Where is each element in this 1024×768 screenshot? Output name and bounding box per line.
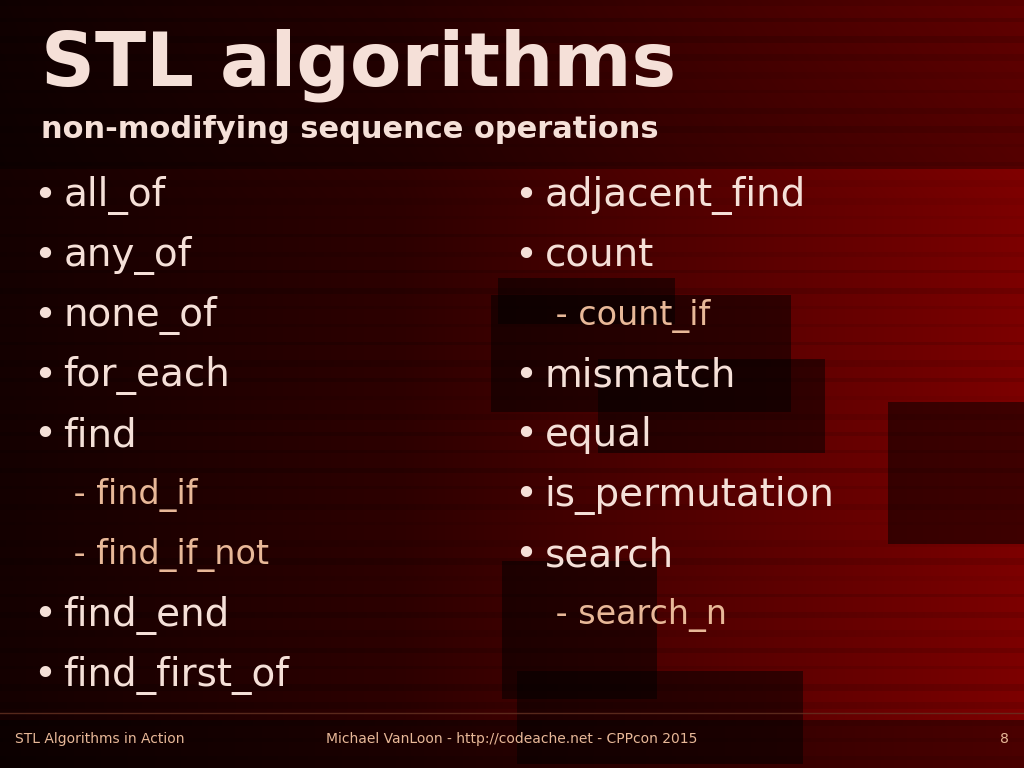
Text: •: • (33, 596, 55, 634)
Text: •: • (514, 237, 537, 275)
Text: find_first_of: find_first_of (63, 656, 290, 694)
Text: count: count (545, 237, 654, 275)
Text: 8: 8 (999, 732, 1009, 746)
Text: any_of: any_of (63, 237, 191, 275)
Text: all_of: all_of (63, 177, 166, 215)
Text: none_of: none_of (63, 296, 217, 335)
Text: •: • (514, 177, 537, 215)
Text: Michael VanLoon - http://codeache.net - CPPcon 2015: Michael VanLoon - http://codeache.net - … (327, 732, 697, 746)
Bar (0, 0, 1024, 169)
Text: find_end: find_end (63, 596, 229, 634)
Text: STL Algorithms in Action: STL Algorithms in Action (15, 732, 185, 746)
Text: •: • (33, 356, 55, 395)
Text: - count_if: - count_if (545, 299, 710, 333)
Text: equal: equal (545, 416, 652, 455)
Text: •: • (33, 656, 55, 694)
Text: find: find (63, 416, 137, 455)
Text: •: • (33, 237, 55, 275)
Text: - search_n: - search_n (545, 598, 727, 632)
Text: •: • (514, 476, 537, 515)
Text: - find_if_not: - find_if_not (63, 538, 269, 572)
Text: •: • (33, 296, 55, 335)
Text: adjacent_find: adjacent_find (545, 177, 806, 215)
Text: •: • (33, 177, 55, 215)
Text: search: search (545, 536, 674, 574)
Text: mismatch: mismatch (545, 356, 736, 395)
Text: •: • (33, 416, 55, 455)
Text: for_each: for_each (63, 356, 230, 395)
Text: is_permutation: is_permutation (545, 476, 835, 515)
Text: •: • (514, 536, 537, 574)
Text: non-modifying sequence operations: non-modifying sequence operations (41, 114, 658, 144)
Text: - find_if: - find_if (63, 478, 198, 512)
Text: •: • (514, 356, 537, 395)
Text: STL algorithms: STL algorithms (41, 28, 676, 102)
Text: •: • (514, 416, 537, 455)
